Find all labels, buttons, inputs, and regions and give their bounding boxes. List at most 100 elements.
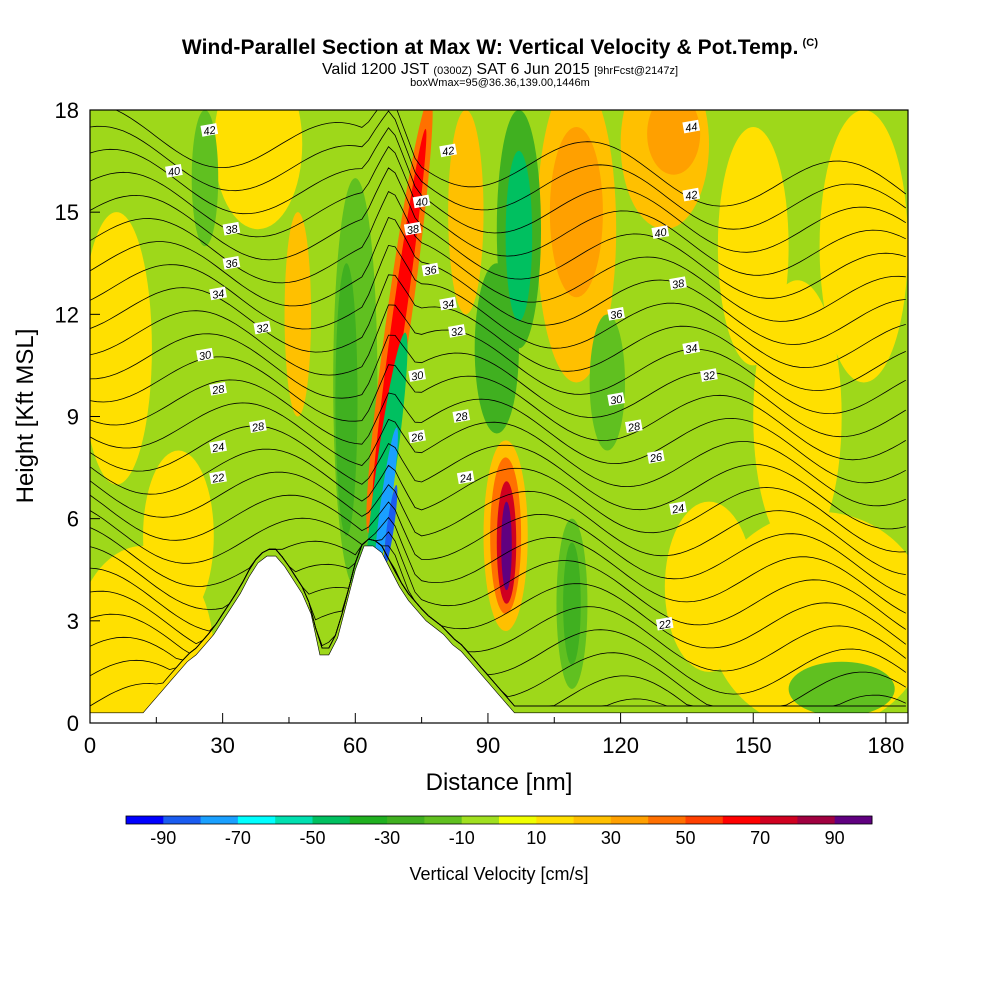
- theta-contour-line: [90, 425, 906, 530]
- plot-area: 4240383634323028282422424038363432302826…: [90, 110, 908, 723]
- contour-label-bg: [607, 392, 625, 406]
- contour-label-text: 36: [225, 257, 240, 271]
- theta-contour-line: [90, 494, 906, 596]
- colorbar-swatch: [387, 816, 425, 824]
- contour-label-text: 34: [441, 298, 455, 312]
- contour-label: 38: [403, 221, 422, 237]
- contour-label: 40: [412, 194, 431, 210]
- contour-label-bg: [249, 419, 267, 434]
- w-downdraft-tilted: [364, 332, 408, 603]
- contour-label: 42: [439, 143, 457, 159]
- contour-label-text: 22: [657, 618, 672, 632]
- w-cell: [589, 314, 626, 451]
- contour-label: 32: [253, 320, 272, 336]
- contour-label-text: 42: [441, 145, 455, 159]
- contour-label-bg: [209, 382, 227, 396]
- theta-contour-line: [90, 110, 907, 230]
- w-cell: [501, 501, 512, 591]
- y-axis-label: Height [Kft MSL]: [12, 329, 39, 504]
- contour-label: 32: [700, 368, 718, 384]
- contour-label-bg: [222, 221, 241, 236]
- contour-label-bg: [682, 341, 701, 355]
- w-cell: [335, 263, 358, 536]
- colorbar-swatch: [834, 816, 873, 824]
- contour-label-text: 24: [670, 503, 685, 517]
- contour-label: 34: [439, 296, 457, 312]
- contour-label-bg: [200, 123, 219, 137]
- contour-label: 36: [607, 307, 625, 322]
- contour-label: 30: [408, 368, 426, 384]
- contour-label: 28: [624, 419, 643, 435]
- contour-label: 40: [165, 164, 183, 179]
- theta-contour-line: [90, 216, 906, 345]
- theta-contour-line: [90, 333, 907, 438]
- colorbar-swatch: [499, 816, 537, 824]
- theta-contour-line: [90, 527, 907, 630]
- contour-label: 30: [607, 392, 625, 407]
- contour-label-text: 28: [626, 421, 642, 435]
- contour-label-bg: [655, 616, 674, 631]
- x-tick-label: 90: [476, 733, 500, 758]
- theta-contour-line: [90, 356, 907, 461]
- contour-label: 34: [209, 286, 227, 302]
- w-cell: [284, 212, 312, 417]
- contour-label: 22: [655, 616, 674, 632]
- y-tick-label: 6: [67, 507, 79, 532]
- x-tick-label: 150: [735, 733, 772, 758]
- contour-label: 40: [651, 225, 670, 241]
- w-cell: [788, 661, 895, 717]
- colorbar-tick-label: 30: [601, 828, 621, 848]
- colorbar-swatch: [536, 816, 575, 824]
- contour-label-text: 38: [406, 223, 421, 237]
- contour-label-bg: [403, 221, 422, 236]
- theta-contour-line: [90, 402, 906, 507]
- colorbar-swatch: [797, 816, 836, 824]
- contour-label-text: 36: [609, 308, 624, 322]
- colorbar-swatch: [237, 816, 276, 824]
- contour-label-bg: [222, 256, 241, 270]
- contour-label: 44: [682, 119, 701, 135]
- contour-label-text: 24: [458, 472, 473, 486]
- colorbar-swatch: [760, 816, 798, 824]
- colorbar-swatch: [126, 816, 164, 824]
- contour-label-bg: [700, 368, 718, 382]
- contour-label: 26: [647, 450, 665, 466]
- theta-contour-line: [90, 379, 906, 484]
- contour-label-text: 40: [167, 165, 182, 179]
- contour-label-bg: [412, 194, 431, 209]
- w-cell: [90, 212, 152, 485]
- colorbar-swatch: [349, 816, 388, 824]
- colorbar-swatch: [610, 816, 649, 824]
- colorbar-label: Vertical Velocity [cm/s]: [409, 864, 588, 884]
- contour-label: 24: [209, 439, 227, 455]
- contour-label-bg: [456, 470, 475, 485]
- x-tick-label: 0: [84, 733, 96, 758]
- contour-label-text: 38: [225, 223, 240, 237]
- colorbar-frame: [125, 815, 873, 825]
- contour-label-bg: [669, 276, 687, 291]
- colorbar-swatch: [163, 816, 202, 824]
- colorbar-swatch: [685, 816, 724, 824]
- contour-label-bg: [209, 470, 227, 485]
- colorbar: -90 -70 -50 -30 -10 10 30 50 70 90: [125, 815, 873, 848]
- contour-label: 28: [209, 382, 227, 397]
- contour-label-bg: [439, 296, 457, 311]
- w-cell: [717, 127, 789, 366]
- contour-label-bg: [421, 262, 440, 277]
- contour-label: 42: [682, 187, 701, 203]
- contour-label: 26: [408, 429, 426, 445]
- contour-label-text: 42: [202, 124, 216, 138]
- w-cell: [213, 110, 303, 230]
- w-cell: [374, 427, 398, 576]
- contour-label: 28: [452, 409, 471, 425]
- contour-label-text: 32: [450, 325, 464, 339]
- y-tick-label: 9: [67, 405, 79, 430]
- contour-label-text: 26: [409, 431, 425, 445]
- contour-label: 22: [209, 470, 227, 486]
- colorbar-tick-label: -10: [449, 828, 475, 848]
- contour-label-text: 44: [684, 121, 698, 135]
- contour-label: 42: [200, 123, 219, 138]
- contour-label-bg: [607, 307, 625, 321]
- x-tick-label: 180: [868, 733, 905, 758]
- contour-label: 24: [669, 501, 687, 517]
